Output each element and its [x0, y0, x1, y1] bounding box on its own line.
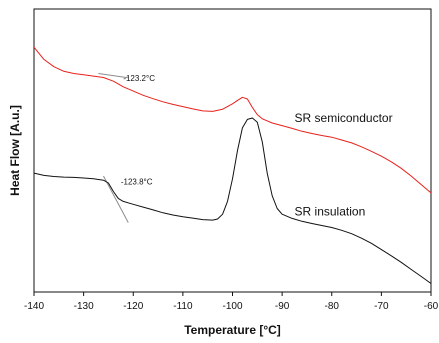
series-line-1	[33, 117, 432, 284]
x-tick-label: -100	[222, 301, 242, 312]
glass-transition-annotation-insulation: -123.8°C	[121, 177, 153, 186]
tangent-line	[98, 73, 129, 79]
series-lines	[33, 46, 432, 284]
plot-area: -140 -130 -120 -110 -100 -90 -80 -70 -60	[24, 8, 439, 312]
x-tick-label: -90	[275, 301, 290, 312]
tangent-lines	[98, 73, 129, 223]
x-tick-label: -120	[123, 301, 143, 312]
series-line-0	[33, 46, 432, 194]
x-axis: -140 -130 -120 -110 -100 -90 -80 -70 -60	[24, 292, 439, 312]
x-tick-label: -80	[325, 301, 340, 312]
x-tick-label: -110	[173, 301, 193, 312]
x-axis-title: Temperature [°C]	[184, 323, 281, 337]
x-tick-label: -140	[24, 301, 44, 312]
plot-frame	[33, 8, 432, 293]
series-label-semiconductor: SR semiconductor	[295, 111, 393, 125]
y-axis-title: Heat Flow [A.u.]	[8, 105, 22, 196]
tangent-line	[103, 175, 129, 223]
x-tick-label: -60	[424, 301, 439, 312]
x-tick-label: -130	[74, 301, 94, 312]
x-tick-label: -70	[374, 301, 389, 312]
series-label-insulation: SR insulation	[295, 205, 366, 219]
glass-transition-annotation-semiconductor: -123.2°C	[123, 74, 155, 83]
